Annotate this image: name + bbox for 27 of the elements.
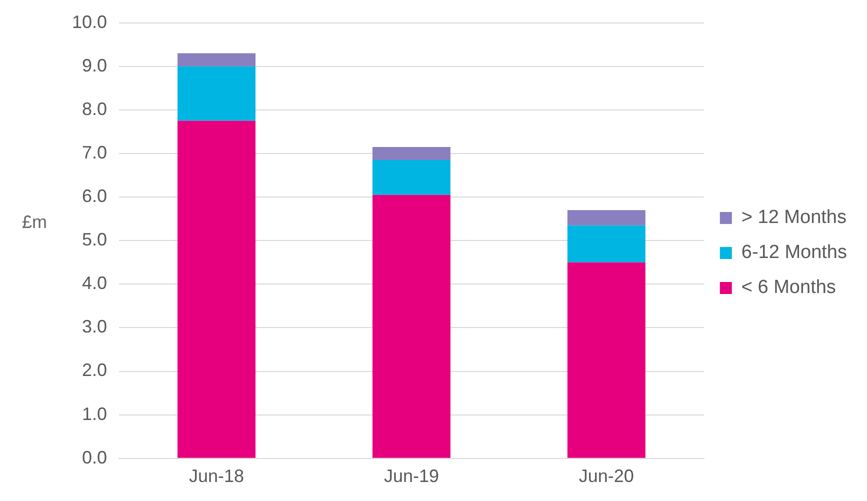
x-tick-label: Jun-19 [384,466,439,486]
y-axis-title: £m [22,212,48,233]
bar [178,120,256,458]
y-tick-label: 5.0 [82,230,108,250]
bar [372,160,450,195]
y-tick-label: 10.0 [72,12,108,32]
y-tick-label: 6.0 [82,186,108,206]
bar [567,262,646,458]
legend-label: < 6 Months [741,277,836,298]
y-tick-label: 0.0 [82,447,108,468]
y-tick-label: 2.0 [82,360,108,380]
x-tick-label: Jun-18 [188,466,244,486]
bar [567,210,646,226]
y-tick-label: 8.0 [82,98,108,119]
y-tick-label: 1.0 [82,404,108,424]
bar [178,53,256,66]
bar [567,225,646,262]
bar [178,66,256,121]
bar [372,146,450,160]
x-tick-label: Jun-20 [578,466,634,486]
y-tick-label: 9.0 [82,55,108,76]
legend-label: > 12 Months [741,207,846,228]
legend-label: 6-12 Months [741,242,848,264]
y-tick-label: 3.0 [82,316,108,337]
y-tick-label: 7.0 [82,142,108,162]
y-tick-label: 4.0 [82,273,108,294]
bar [372,194,450,458]
